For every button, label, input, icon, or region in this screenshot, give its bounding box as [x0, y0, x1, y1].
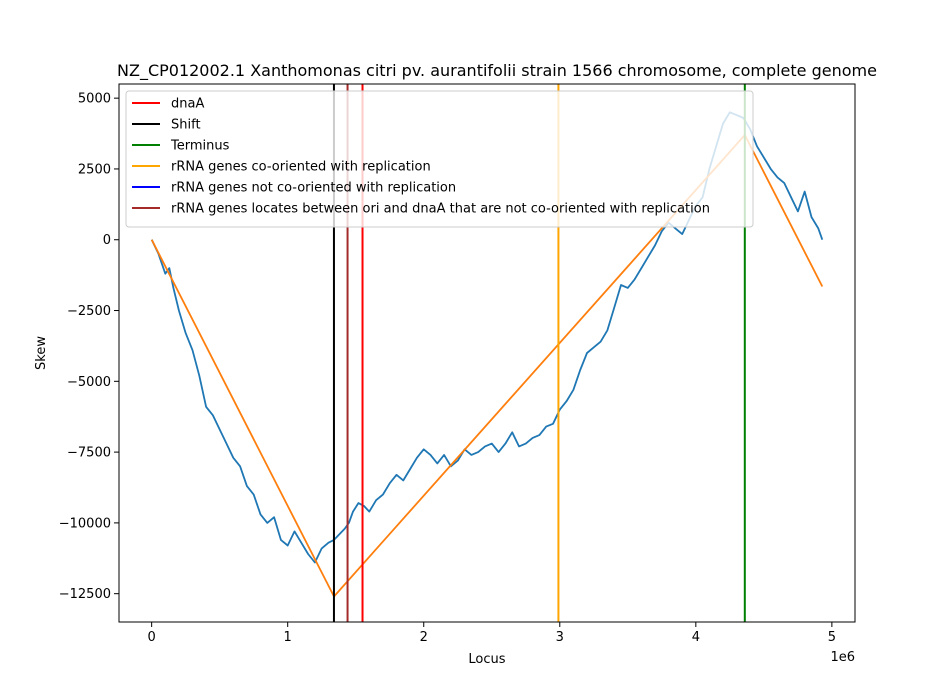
y-tick-label: −12500 — [59, 587, 111, 602]
axes: 0 1 2 3 4 5 −12500 −10000 −7500 −5000 −2500 0 2500 50… — [59, 83, 856, 645]
series-line-2 — [150, 134, 824, 598]
x-tick-label: 2 — [420, 630, 428, 645]
y-tick-label: −2500 — [67, 304, 111, 319]
axes-frame — [118, 83, 856, 623]
legend-label: rRNA genes locates between ori and dnaA … — [171, 202, 710, 217]
y-tick-label: −5000 — [67, 375, 111, 390]
y-tick-label: 5000 — [78, 92, 111, 107]
y-axis-label: Skew — [34, 336, 49, 370]
y-tick-label: −10000 — [59, 516, 111, 531]
y-tick-label: −7500 — [67, 446, 111, 461]
legend-label: dnaA — [171, 97, 204, 112]
x-tick-label: 0 — [148, 630, 156, 645]
legend-label: rRNA genes not co-oriented with replicat… — [171, 181, 456, 196]
legend-box — [125, 90, 754, 228]
x-tick-label: 1 — [284, 630, 292, 645]
legend-label: rRNA genes co-oriented with replication — [171, 160, 431, 175]
x-tick-label: 5 — [828, 630, 836, 645]
x-tick-label: 3 — [556, 630, 564, 645]
y-tick-label: 2500 — [78, 162, 111, 177]
legend-label: Terminus — [170, 139, 230, 154]
legend-label: Shift — [171, 118, 201, 133]
y-tick-label: 0 — [103, 233, 111, 248]
legend: dnaA Shift Terminus rRNA genes co-oriented … — [125, 90, 754, 228]
x-axis-label: Locus — [468, 652, 505, 667]
x-axis-offset-label: 1e6 — [830, 650, 855, 665]
x-tick-label: 4 — [692, 630, 700, 645]
chart-title: NZ_CP012002.1 Xanthomonas citri pv. aura… — [117, 61, 877, 81]
